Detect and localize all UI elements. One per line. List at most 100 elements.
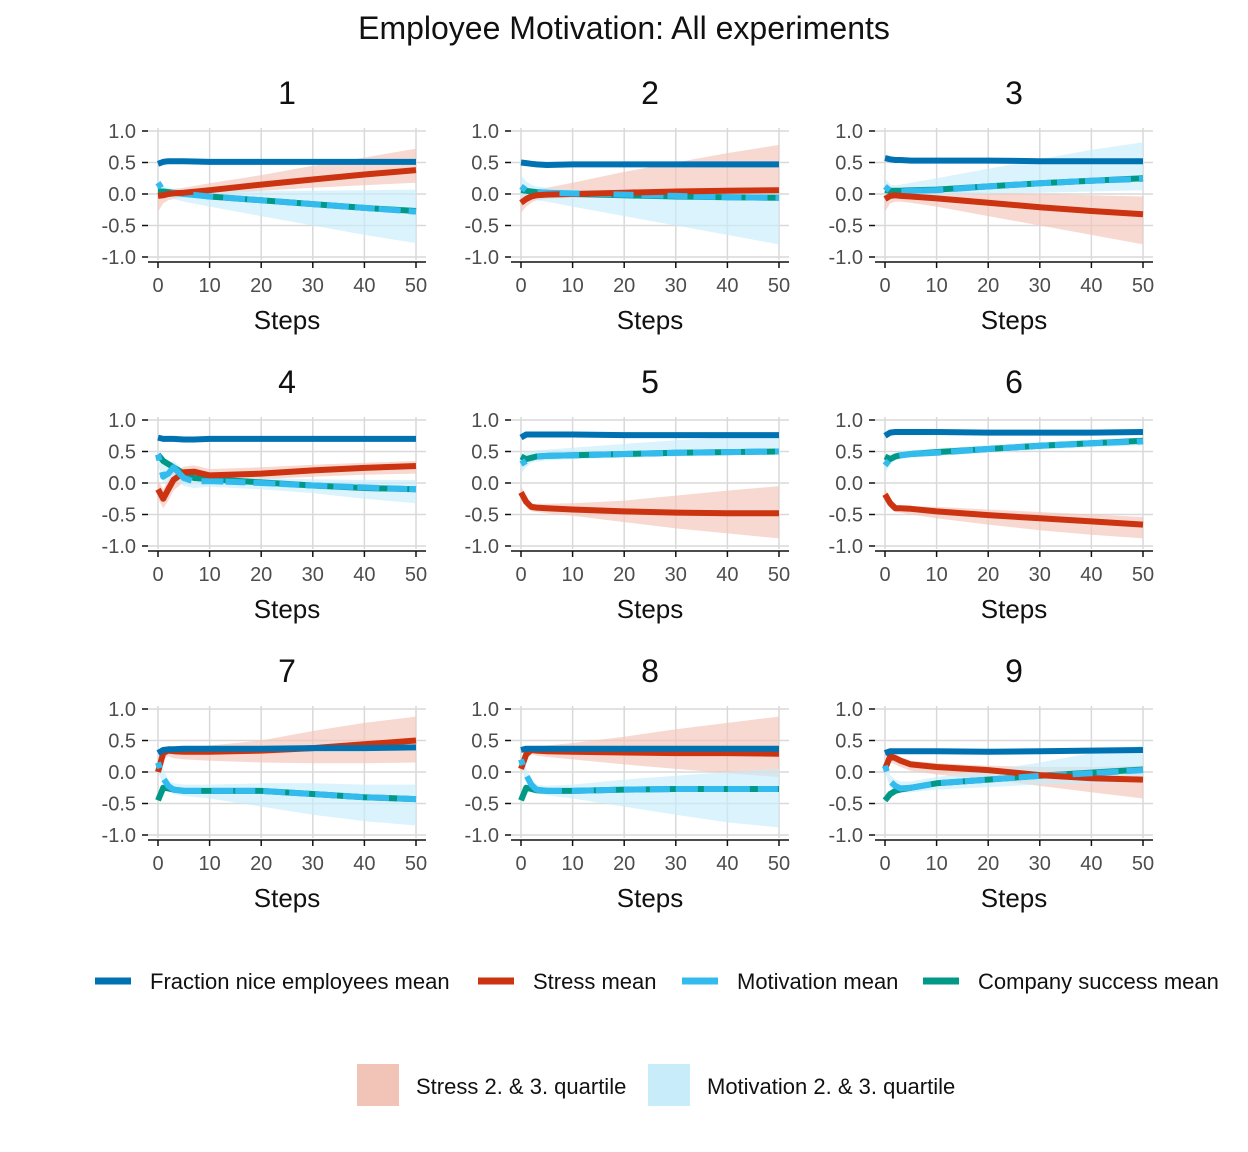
x-tick-label: 20 [977,564,999,586]
series-line-nice [157,434,416,443]
series-line-nice [156,744,417,756]
y-tick-label: -0.5 [829,216,863,238]
series-line-nice [519,431,779,441]
legend-label-success: Company success mean [978,969,1219,994]
panel-title: 7 [278,653,296,689]
x-tick-label: 40 [353,275,375,297]
panel-8: 8 0 10 20 30 40 50 1.0 0.5 0.0 -0.5 -1.0 Steps [465,653,791,913]
panel-title: 3 [1005,75,1023,111]
panel-title: 8 [641,653,659,689]
series-line-motivation [883,175,1144,195]
x-tick-label: 10 [925,853,947,875]
series-line-success [155,452,417,493]
series-legend: Fraction nice employees mean Stress mean M… [95,969,1219,994]
stress-band [885,190,1143,245]
series-line-motivation-dash [882,764,1144,792]
x-tick-label: 40 [1080,275,1102,297]
x-tick-label: 10 [925,564,947,586]
x-axis-title: Steps [617,594,684,624]
series-line-stress [882,753,1144,783]
x-tick-label: 30 [665,853,687,875]
x-tick-label: 20 [250,275,272,297]
y-tick-label: -1.0 [829,825,863,847]
series-line-motivation-dash [155,181,417,215]
legend-label-motivation-band: Motivation 2. & 3. quartile [707,1074,955,1099]
x-tick-label: 40 [1080,564,1102,586]
x-tick-label: 30 [302,275,324,297]
legend-label-stress-band: Stress 2. & 3. quartile [416,1074,626,1099]
y-tick-label: 0.0 [108,762,136,784]
motivation-band [158,753,416,826]
x-tick-label: 0 [515,564,526,586]
y-tick-label: 0.0 [471,473,499,495]
x-tick-label: 50 [405,275,427,297]
y-tick-label: 0.5 [471,442,499,464]
x-tick-label: 20 [613,853,635,875]
y-tick-label: -0.5 [102,505,136,527]
series-line-nice [884,155,1143,165]
x-axis-title: Steps [254,883,321,913]
x-tick-label: 0 [152,564,163,586]
x-tick-label: 10 [198,275,220,297]
y-tick-label: 0.5 [471,153,499,175]
x-axis-title: Steps [254,594,321,624]
x-tick-label: 20 [977,275,999,297]
y-tick-label: 1.0 [108,699,136,721]
y-tick-label: 0.0 [108,184,136,206]
x-tick-label: 10 [561,275,583,297]
x-tick-label: 40 [1080,853,1102,875]
x-tick-label: 30 [302,564,324,586]
x-tick-label: 50 [1132,853,1154,875]
legend-swatch-motivation-band [648,1064,690,1106]
series-line-motivation-dash [883,175,1144,195]
y-tick-label: -0.5 [465,216,499,238]
y-tick-label: -1.0 [829,536,863,558]
x-tick-label: 30 [1029,853,1051,875]
x-tick-label: 50 [768,564,790,586]
y-tick-label: 1.0 [471,410,499,432]
x-axis-title: Steps [617,305,684,335]
y-tick-label: 0.5 [835,442,863,464]
x-axis-title: Steps [981,594,1048,624]
x-tick-label: 40 [716,275,738,297]
x-tick-label: 0 [515,275,526,297]
x-tick-label: 0 [879,853,890,875]
y-tick-label: -0.5 [465,505,499,527]
x-axis-title: Steps [254,305,321,335]
y-tick-label: 0.0 [835,184,863,206]
x-tick-label: 10 [198,853,220,875]
x-tick-label: 50 [768,275,790,297]
x-tick-label: 20 [613,564,635,586]
x-tick-label: 40 [716,564,738,586]
panel-6: 6 0 10 20 30 40 50 1.0 0.5 0.0 -0.5 -1.0 Steps [829,364,1155,624]
y-tick-label: -0.5 [102,216,136,238]
y-tick-label: 0.0 [835,762,863,784]
x-tick-label: 0 [879,275,890,297]
panel-title: 9 [1005,653,1023,689]
x-tick-label: 10 [561,564,583,586]
panel-9: 9 0 10 20 30 40 50 1.0 0.5 0.0 -0.5 -1.0 Steps [829,653,1155,913]
y-tick-label: -1.0 [102,247,136,269]
x-tick-label: 0 [152,275,163,297]
y-tick-label: 1.0 [108,410,136,432]
x-tick-label: 0 [879,564,890,586]
stress-band [885,488,1143,539]
series-line-stress [157,167,417,199]
panel-title: 6 [1005,364,1023,400]
y-tick-label: 0.5 [108,731,136,753]
y-tick-label: 0.5 [108,153,136,175]
series-line-nice [520,745,779,753]
x-tick-label: 40 [353,853,375,875]
y-tick-label: 1.0 [108,121,136,143]
x-tick-label: 0 [515,853,526,875]
x-tick-label: 30 [665,275,687,297]
y-tick-label: -1.0 [465,825,499,847]
x-axis-title: Steps [981,305,1048,335]
legend-swatch-stress-band [357,1064,399,1106]
